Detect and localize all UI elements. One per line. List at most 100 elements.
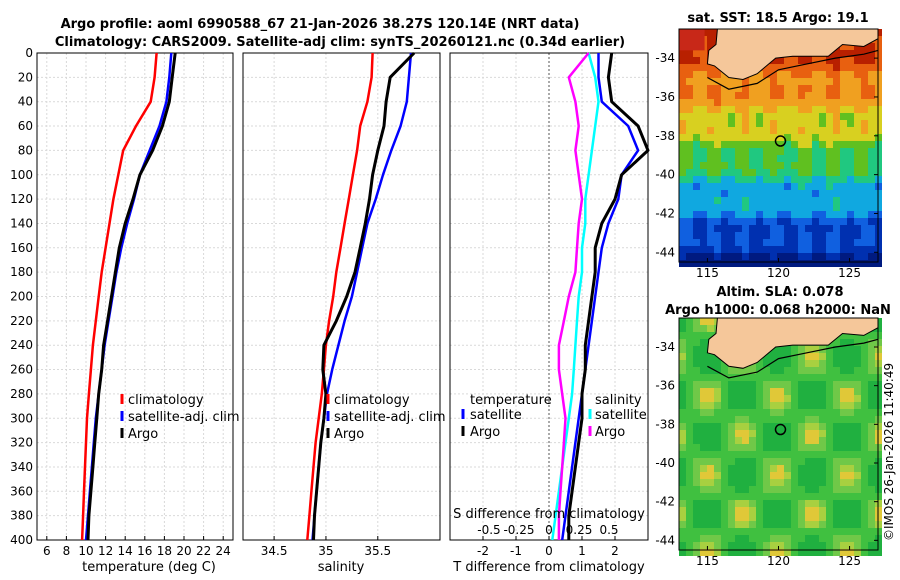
sst-map-cell <box>826 246 833 253</box>
diff-legend-sal-title: salinity <box>595 393 642 408</box>
sla-map-cell <box>728 381 735 388</box>
sla-map-cell <box>868 479 875 486</box>
sla-map-cell <box>833 549 840 556</box>
sst-map-cell <box>812 218 819 225</box>
sla-map-cell <box>742 486 749 493</box>
sst-map-cell <box>847 190 854 197</box>
sst-map-cell <box>854 253 861 260</box>
sla-map-cell <box>784 493 791 500</box>
sla-map-cell <box>756 444 763 451</box>
sst-map-cell <box>686 99 693 106</box>
depth-tick-label: 360 <box>10 484 33 498</box>
sst-map-cell <box>812 71 819 78</box>
sla-map-cell <box>735 493 742 500</box>
sla-map-cell <box>826 409 833 416</box>
temp-xtick-label: 10 <box>78 544 93 558</box>
sla-map-cell <box>854 360 861 367</box>
sla-xtick-label: 115 <box>696 554 719 568</box>
sla-map-cell <box>861 500 868 507</box>
sst-map-cell <box>707 176 714 183</box>
sla-map-cell <box>868 346 875 353</box>
sla-map-cell <box>707 486 714 493</box>
sst-map-cell <box>777 148 784 155</box>
sla-map-cell <box>721 542 728 549</box>
sst-map-cell <box>686 141 693 148</box>
sst-map-cell <box>686 204 693 211</box>
sst-map-cell <box>791 176 798 183</box>
sla-land <box>679 317 879 369</box>
sst-map-cell <box>742 120 749 127</box>
sst-map-cell <box>791 92 798 99</box>
sst-map-cell <box>798 239 805 246</box>
sla-map-cell <box>819 535 826 542</box>
sst-map-cell <box>728 176 735 183</box>
sst-map-cell <box>700 211 707 218</box>
sla-map-cell <box>798 416 805 423</box>
sla-map-cell <box>742 374 749 381</box>
depth-tick-label: 0 <box>25 46 33 60</box>
sst-map-cell <box>707 71 714 78</box>
sst-map-cell <box>714 162 721 169</box>
sla-map-cell <box>707 332 714 339</box>
sst-map-cell <box>854 57 861 64</box>
sst-map-cell <box>819 225 826 232</box>
sal-series-argo <box>312 51 416 541</box>
sla-map-cell <box>742 402 749 409</box>
sla-map-cell <box>819 402 826 409</box>
sst-map-cell <box>847 162 854 169</box>
sst-map-cell <box>840 134 847 141</box>
sst-map-cell <box>721 155 728 162</box>
sla-map-cell <box>854 465 861 472</box>
sst-map-cell <box>728 169 735 176</box>
sla-map-cell <box>798 346 805 353</box>
sla-map-cell <box>686 430 693 437</box>
sla-map-cell <box>854 381 861 388</box>
sla-map-cell <box>784 437 791 444</box>
sla-map-cell <box>756 458 763 465</box>
sla-map-cell <box>721 465 728 472</box>
sst-map-cell <box>791 162 798 169</box>
sst-map-cell <box>833 197 840 204</box>
sst-map-cell <box>868 71 875 78</box>
sla-map-cell <box>833 430 840 437</box>
sst-map-cell <box>749 162 756 169</box>
sla-map-cell <box>777 374 784 381</box>
sla-map-cell <box>819 549 826 556</box>
sla-map-cell <box>840 528 847 535</box>
sla-map-cell <box>833 409 840 416</box>
sal-series-climatology <box>306 52 374 541</box>
sla-map-cell <box>805 444 812 451</box>
sst-map-cell <box>833 211 840 218</box>
sst-map-cell <box>840 190 847 197</box>
sst-map-cell <box>812 127 819 134</box>
sla-map-cell <box>735 388 742 395</box>
sst-map-cell <box>861 155 868 162</box>
sst-map-cell <box>686 260 693 267</box>
sla-map-cell <box>784 542 791 549</box>
sla-map-cell <box>784 374 791 381</box>
sst-map-cell <box>854 246 861 253</box>
sst-map-cell <box>868 190 875 197</box>
sla-map-cell <box>840 346 847 353</box>
temp-xtick-label: 12 <box>98 544 113 558</box>
sst-map-cell <box>854 85 861 92</box>
sla-map-cell <box>756 430 763 437</box>
sst-map-cell <box>693 197 700 204</box>
sst-map-cell <box>840 141 847 148</box>
sla-map-cell <box>791 430 798 437</box>
sla-map-cell <box>686 507 693 514</box>
sla-map-cell <box>798 486 805 493</box>
sla-map-cell <box>798 472 805 479</box>
sla-map-cell <box>805 465 812 472</box>
sla-map-cell <box>847 493 854 500</box>
sst-map-cell <box>854 120 861 127</box>
sla-map-cell <box>784 472 791 479</box>
sst-map-cell <box>707 85 714 92</box>
sla-map-cell <box>707 493 714 500</box>
temp-xtick-label: 20 <box>176 544 191 558</box>
sst-map-cell <box>693 246 700 253</box>
sla-map-cell <box>840 381 847 388</box>
sla-map-cell <box>679 451 686 458</box>
sla-map-cell <box>861 353 868 360</box>
sla-ytick-label: -40 <box>655 456 675 470</box>
